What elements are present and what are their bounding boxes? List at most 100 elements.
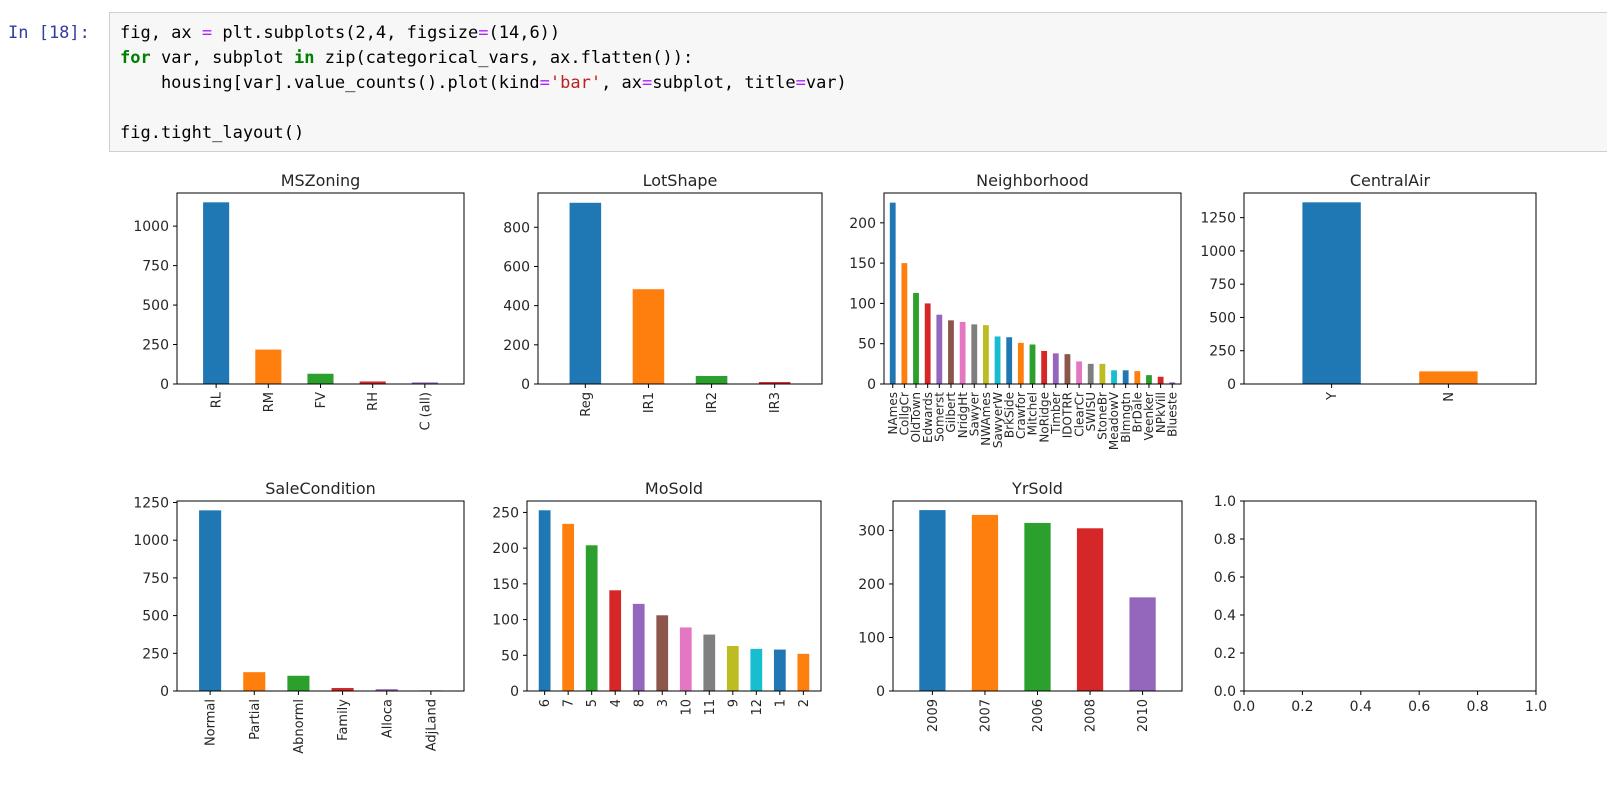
x-tick-label-15: IDOTRR <box>1061 392 1075 438</box>
bar-1 <box>901 263 908 384</box>
bar-5 <box>656 615 669 691</box>
bar-1 <box>562 523 575 691</box>
bar-3 <box>609 590 622 691</box>
x-tick-label-14: Timber <box>1049 392 1063 435</box>
axes-frame <box>1243 500 1537 692</box>
x-tick-label-1: 0.2 <box>1291 699 1313 715</box>
code-cell[interactable]: fig, ax = plt.subplots(2,4, figsize=(14,… <box>109 12 1607 152</box>
y-tick-label-1: 0.2 <box>1214 646 1236 662</box>
chart-title: SaleCondition <box>265 479 376 498</box>
y-tick-label-5: 1.0 <box>1214 494 1236 510</box>
y-tick-label-3: 0.6 <box>1214 570 1236 586</box>
bar-0 <box>1302 202 1361 384</box>
bar-2 <box>287 675 310 691</box>
bar-9 <box>750 648 763 691</box>
x-tick-label-7: 11 <box>703 699 718 716</box>
x-tick-label-23: NPkVill <box>1154 392 1168 433</box>
y-tick-label-3: 750 <box>142 259 169 275</box>
axes-frame <box>176 500 465 692</box>
y-tick-label-2: 400 <box>503 299 530 315</box>
x-tick-label-8: 9 <box>726 699 741 707</box>
subplot-0: RL RM FV RH C (all) 0 250 500 750 1000 MSZoning <box>133 171 465 431</box>
x-tick-label-9: SawyerW <box>991 392 1005 448</box>
chart-title: LotShape <box>643 171 718 190</box>
chart-title: MSZoning <box>281 171 361 190</box>
bar-4 <box>375 689 398 691</box>
x-tick-label-0: Y <box>1325 392 1340 401</box>
x-tick-label-20: Blmngtn <box>1119 392 1133 443</box>
x-tick-label-11: 2 <box>797 699 812 707</box>
chart-title: Neighborhood <box>976 171 1089 190</box>
bar-2 <box>307 373 334 384</box>
x-tick-label-2: 5 <box>585 699 600 707</box>
y-tick-label-0: 0 <box>510 684 519 700</box>
x-tick-label-12: Mitchel <box>1026 392 1040 435</box>
y-tick-label-1: 50 <box>858 337 876 353</box>
x-tick-label-4: Somerst <box>933 392 947 442</box>
axes-frame <box>883 192 1182 385</box>
x-tick-label-4: 0.8 <box>1466 699 1488 715</box>
bar-17 <box>1087 363 1094 384</box>
y-tick-label-4: 200 <box>492 541 519 557</box>
x-tick-label-2: Abnorml <box>292 699 307 754</box>
x-tick-label-2: 2006 <box>1031 699 1046 732</box>
y-tick-label-0: 0 <box>876 684 885 700</box>
x-tick-label-21: BrDale <box>1131 392 1145 432</box>
x-tick-label-3: Edwards <box>921 392 935 443</box>
x-tick-label-18: StoneBr <box>1096 392 1110 440</box>
y-tick-label-3: 300 <box>858 523 885 539</box>
axes-frame <box>1243 192 1537 385</box>
y-tick-label-4: 1000 <box>133 533 169 549</box>
x-tick-label-1: CollgCr <box>898 392 912 435</box>
bar-16 <box>1076 361 1082 384</box>
x-tick-label-10: BrkSide <box>1002 392 1016 438</box>
y-tick-label-1: 250 <box>142 338 169 354</box>
y-tick-label-5: 1250 <box>133 496 169 512</box>
axes-frame <box>526 500 822 692</box>
bar-4 <box>632 603 645 691</box>
x-tick-label-4: 2010 <box>1136 699 1151 732</box>
chart-title: YrSold <box>1011 479 1063 498</box>
axes-frame <box>176 192 465 385</box>
y-tick-label-3: 150 <box>849 256 876 272</box>
bar-4 <box>936 314 943 384</box>
y-tick-label-3: 150 <box>492 577 519 593</box>
bar-3 <box>758 382 791 384</box>
y-tick-label-2: 100 <box>849 296 876 312</box>
bar-6 <box>959 321 966 384</box>
x-tick-label-16: ClearCr <box>1072 392 1086 437</box>
code-line-5: fig.tight_layout() <box>120 123 305 143</box>
y-tick-label-2: 100 <box>492 613 519 629</box>
subplot-7: 0.0 0.2 0.4 0.6 0.8 1.0 0.0 0.2 0.4 0.6 0.8 1.0 <box>1214 494 1547 715</box>
bar-1 <box>1419 371 1478 384</box>
x-tick-label-22: Veenker <box>1142 392 1156 441</box>
bar-10 <box>773 649 786 691</box>
bar-5 <box>948 320 954 384</box>
y-tick-label-1: 100 <box>858 630 885 646</box>
x-tick-label-4: C (all) <box>418 392 433 431</box>
x-tick-label-0: NAmes <box>886 392 900 435</box>
subplot-6: 2009 2007 2006 2008 2010 0 100 200 300 YrSold <box>858 479 1183 732</box>
code-line-3: housing[var].value_counts().plot(kind='b… <box>120 73 847 93</box>
y-tick-label-0: 0 <box>160 684 169 700</box>
y-tick-label-5: 250 <box>492 505 519 521</box>
y-tick-label-4: 1000 <box>133 219 169 235</box>
y-tick-label-4: 200 <box>849 216 876 232</box>
bar-10 <box>1006 337 1013 384</box>
bar-22 <box>1146 375 1152 384</box>
y-tick-label-5: 1250 <box>1200 211 1236 227</box>
x-tick-label-10: 1 <box>773 699 788 707</box>
bar-0 <box>538 510 551 691</box>
y-tick-label-0: 0 <box>867 377 876 393</box>
y-tick-label-1: 250 <box>1209 344 1236 360</box>
code-line-2: for var, subplot in zip(categorical_vars… <box>120 48 694 68</box>
y-tick-label-4: 1000 <box>1200 244 1236 260</box>
y-tick-label-1: 250 <box>142 646 169 662</box>
subplot-3: Y N 0 250 500 750 1000 1250 CentralAir <box>1200 171 1537 402</box>
x-tick-label-5: AdjLand <box>424 699 439 751</box>
axes-frame <box>892 500 1183 692</box>
bar-15 <box>1064 354 1071 384</box>
x-tick-label-9: 12 <box>750 699 765 716</box>
x-tick-label-1: Partial <box>248 699 263 740</box>
